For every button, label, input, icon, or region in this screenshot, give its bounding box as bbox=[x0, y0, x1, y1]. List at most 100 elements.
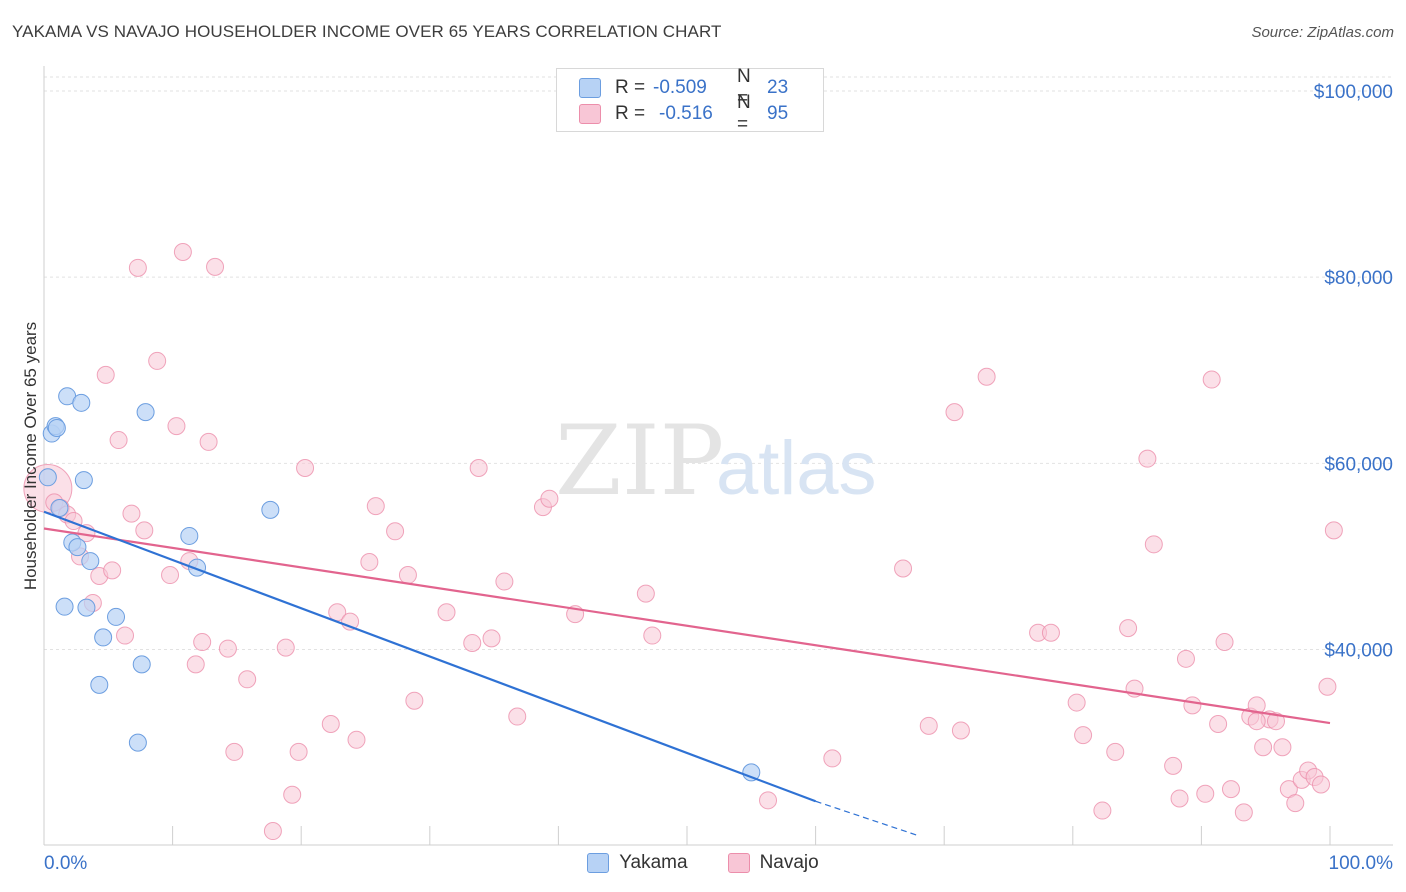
navajo-point bbox=[173, 243, 192, 262]
y-tick-label: $60,000 bbox=[1324, 454, 1393, 475]
n-label: N = bbox=[737, 66, 751, 109]
navajo-point bbox=[1254, 738, 1273, 757]
navajo-point bbox=[951, 721, 970, 740]
navajo-point bbox=[148, 351, 167, 370]
yakama-point bbox=[128, 733, 147, 752]
navajo-point bbox=[1041, 623, 1060, 642]
r-label: R = bbox=[615, 103, 646, 124]
navajo-point bbox=[116, 626, 135, 645]
yakama-point bbox=[50, 499, 69, 518]
yakama-swatch bbox=[579, 78, 601, 98]
navajo-points bbox=[23, 243, 1343, 841]
navajo-point bbox=[636, 584, 655, 603]
navajo-point bbox=[405, 691, 424, 710]
yakama-point bbox=[38, 468, 57, 487]
axes bbox=[43, 66, 1393, 846]
navajo-point bbox=[1247, 712, 1266, 731]
navajo-point bbox=[238, 670, 257, 689]
navajo-point bbox=[109, 431, 128, 450]
navajo-point bbox=[469, 458, 488, 477]
navajo-point bbox=[193, 633, 212, 652]
legend-item-navajo[interactable]: Navajo bbox=[727, 852, 819, 874]
trend-lines bbox=[43, 510, 1331, 837]
navajo-point bbox=[289, 742, 308, 761]
navajo-point bbox=[1183, 696, 1202, 715]
yakama-trend-line bbox=[43, 510, 816, 803]
navajo-point bbox=[186, 655, 205, 674]
navajo-point bbox=[199, 432, 218, 451]
navajo-point bbox=[103, 561, 122, 580]
navajo-point bbox=[759, 791, 778, 810]
y-tick-label: $40,000 bbox=[1324, 641, 1393, 662]
yakama-point bbox=[107, 607, 126, 626]
navajo-point bbox=[823, 749, 842, 768]
yakama-point bbox=[47, 418, 66, 437]
navajo-point bbox=[225, 742, 244, 761]
yakama-point bbox=[180, 526, 199, 545]
y-tick-label: $100,000 bbox=[1314, 82, 1393, 103]
navajo-point bbox=[360, 553, 379, 572]
yakama-swatch bbox=[587, 853, 610, 873]
navajo-point bbox=[167, 417, 186, 436]
navajo-point bbox=[1202, 370, 1221, 389]
legend-row-navajo: R = -0.516 N = 95 bbox=[579, 92, 789, 135]
navajo-point bbox=[1074, 726, 1093, 745]
yakama-point bbox=[261, 500, 280, 519]
n-label: N = bbox=[737, 92, 751, 135]
watermark: ZIP atlas bbox=[555, 405, 877, 517]
navajo-point bbox=[161, 566, 180, 585]
navajo-point bbox=[347, 730, 366, 749]
navajo-point bbox=[919, 716, 938, 735]
r-label: R = bbox=[615, 77, 646, 98]
legend-label-navajo: Navajo bbox=[759, 852, 819, 873]
navajo-point bbox=[977, 367, 996, 386]
r-value: -0.509 bbox=[653, 77, 707, 98]
navajo-point bbox=[128, 258, 147, 277]
navajo-point bbox=[263, 822, 282, 841]
n-value: 95 bbox=[767, 103, 789, 124]
navajo-point bbox=[218, 639, 237, 658]
navajo-point bbox=[1311, 775, 1330, 794]
navajo-trend-line bbox=[43, 527, 1331, 725]
n-value: 23 bbox=[767, 77, 789, 98]
navajo-point bbox=[122, 504, 141, 523]
navajo-point bbox=[283, 785, 302, 804]
yakama-points bbox=[38, 387, 761, 782]
yakama-point bbox=[132, 655, 151, 674]
navajo-point bbox=[1138, 449, 1157, 468]
legend-item-yakama[interactable]: Yakama bbox=[587, 852, 688, 874]
navajo-point bbox=[482, 629, 501, 648]
navajo-point bbox=[276, 638, 295, 657]
yakama-point bbox=[94, 628, 113, 647]
navajo-point bbox=[894, 559, 913, 578]
navajo-point bbox=[1286, 794, 1305, 813]
navajo-swatch bbox=[579, 104, 601, 124]
navajo-point bbox=[398, 566, 417, 585]
navajo-point bbox=[1324, 521, 1343, 540]
chart-title: YAKAMA VS NAVAJO HOUSEHOLDER INCOME OVER… bbox=[12, 22, 722, 41]
navajo-point bbox=[540, 489, 559, 508]
navajo-point bbox=[1067, 693, 1086, 712]
navajo-point bbox=[1273, 738, 1292, 757]
navajo-point bbox=[321, 714, 340, 733]
yakama-trend-extension bbox=[815, 800, 919, 837]
navajo-point bbox=[386, 522, 405, 541]
yakama-point bbox=[81, 552, 100, 571]
navajo-point bbox=[366, 497, 385, 516]
navajo-point bbox=[296, 458, 315, 477]
navajo-point bbox=[1176, 649, 1195, 668]
navajo-point bbox=[1093, 801, 1112, 820]
navajo-point bbox=[437, 603, 456, 622]
navajo-point bbox=[1215, 633, 1234, 652]
series-legend: Yakama Navajo bbox=[0, 852, 1406, 874]
navajo-point bbox=[508, 707, 527, 726]
navajo-point bbox=[495, 572, 514, 591]
y-tick-label: $80,000 bbox=[1324, 268, 1393, 289]
navajo-point bbox=[1221, 780, 1240, 799]
navajo-point bbox=[1144, 535, 1163, 554]
legend-label-yakama: Yakama bbox=[619, 852, 688, 873]
correlation-legend: R = -0.509 N = 23 R = -0.516 N = 95 bbox=[556, 66, 824, 135]
x-tick-label: 100.0% bbox=[1329, 853, 1394, 874]
watermark-atlas: atlas bbox=[716, 426, 877, 511]
